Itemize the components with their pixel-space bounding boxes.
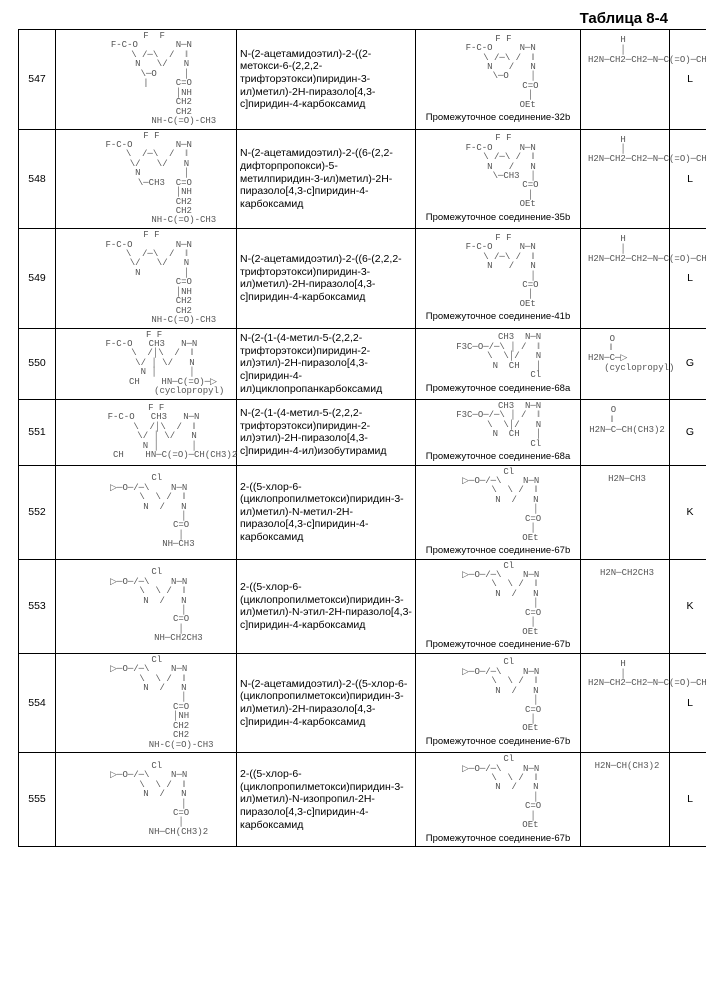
intermediate-label: Промежуточное соединение-68a [419, 383, 577, 394]
intermediate-label: Промежуточное соединение-67b [419, 736, 577, 747]
structure-amine: O ‖ H2N─C─CH(CH3)2 [581, 399, 670, 465]
structure-intermediate: CH3 N─N F3C─O─/─\ │ / ‖ \ \│/ N N CH │ C… [416, 399, 581, 465]
intermediate-label: Промежуточное соединение-67b [419, 545, 577, 556]
structure-main: F F F-C-O CH3 N─N \ /│\ / ‖ \/ │ \/ N N … [56, 328, 237, 399]
molecule-diagram: Cl ▷─O─/─\ N─N \ \ / ‖ N / N │ C=O │ OEt [455, 755, 541, 831]
intermediate-label: Промежуточное соединение-41b [419, 311, 577, 322]
structure-intermediate: Cl ▷─O─/─\ N─N \ \ / ‖ N / N │ C=O │ OEt… [416, 753, 581, 847]
amine-diagram: O ‖ H2N─C─▷ (cyclopropyl) [584, 335, 674, 375]
compound-name: N-(2-ацетамидоэтил)-2-((6-(2,2,2-трифтор… [237, 229, 416, 329]
molecule-diagram: Cl ▷─O─/─\ N─N \ \ / ‖ N / N │ C=O │NH C… [78, 656, 213, 750]
intermediate-label: Промежуточное соединение-68a [419, 451, 577, 462]
structure-main: Cl ▷─O─/─\ N─N \ \ / ‖ N / N │ C=O │ NH─… [56, 753, 237, 847]
molecule-diagram: Cl ▷─O─/─\ N─N \ \ / ‖ N / N │ C=O │ OEt [455, 468, 541, 544]
molecule-diagram: F F F-C-O N─N \ /─\ / ‖ N / N \─CH3 │ C=… [457, 134, 538, 210]
compound-name: N-(2-ацетамидоэтил)-2-((2-метокси-6-(2,2… [237, 30, 416, 130]
structure-amine: H2N─CH2CH3 [581, 559, 670, 653]
structure-amine: H │ H2N─CH2─CH2─N─C(=O)─CH3 [581, 129, 670, 229]
activity-code: K [670, 559, 706, 653]
table-row: 550 F F F-C-O CH3 N─N \ /│\ / ‖ \/ │ \/ … [19, 328, 706, 399]
table-row: 555 Cl ▷─O─/─\ N─N \ \ / ‖ N / N │ C=O │… [19, 753, 706, 847]
structure-amine: H │ H2N─CH2─CH2─N─C(=O)─CH3 [581, 229, 670, 329]
molecule-diagram: Cl ▷─O─/─\ N─N \ \ / ‖ N / N │ C=O │ OEt [455, 562, 541, 638]
amine-diagram: H │ H2N─CH2─CH2─N─C(=O)─CH3 [584, 36, 706, 66]
compound-table: 547 F F F-C-O N─N \ /─\ / ‖ N \/ N \─O │… [18, 29, 706, 847]
structure-amine: H │ H2N─CH2─CH2─N─C(=O)─CH3 [581, 30, 670, 130]
activity-code: K [670, 465, 706, 559]
structure-main: F F F-C-O N─N \ /─\ / ‖ \/ \/ N N │ C=O … [56, 229, 237, 329]
row-number: 551 [19, 399, 56, 465]
amine-diagram: H │ H2N─CH2─CH2─N─C(=O)─CH3 [584, 136, 706, 166]
structure-main: Cl ▷─O─/─\ N─N \ \ / ‖ N / N │ C=O │NH C… [56, 653, 237, 753]
row-number: 554 [19, 653, 56, 753]
table-row: 552 Cl ▷─O─/─\ N─N \ \ / ‖ N / N │ C=O │… [19, 465, 706, 559]
compound-name: N-(2-(1-(4-метил-5-(2,2,2-трифторэтокси)… [237, 328, 416, 399]
compound-name: N-(2-ацетамидоэтил)-2-((6-(2,2-дифторпро… [237, 129, 416, 229]
molecule-diagram: Cl ▷─O─/─\ N─N \ \ / ‖ N / N │ C=O │ NH─… [89, 568, 202, 644]
structure-amine: O ‖ H2N─C─▷ (cyclopropyl) [581, 328, 670, 399]
row-number: 552 [19, 465, 56, 559]
molecule-diagram: F F F-C-O N─N \ /─\ / ‖ N / N \─O │ C=O … [457, 35, 538, 111]
molecule-diagram: CH3 N─N F3C─O─/─\ │ / ‖ \ \│/ N N CH │ C… [455, 333, 541, 380]
row-number: 549 [19, 229, 56, 329]
table-title: Таблица 8-4 [18, 10, 688, 27]
structure-intermediate: CH3 N─N F3C─O─/─\ │ / ‖ \ \│/ N N CH │ C… [416, 328, 581, 399]
structure-amine: H2N─CH3 [581, 465, 670, 559]
row-number: 547 [19, 30, 56, 130]
compound-name: 2-((5-хлор-6-(циклопропилметокси)пиридин… [237, 753, 416, 847]
structure-main: F F F-C-O N─N \ /─\ / ‖ N \/ N \─O │ | C… [56, 30, 237, 130]
amine-diagram: H2N─CH(CH3)2 [591, 762, 660, 772]
molecule-diagram: F F F-C-O CH3 N─N \ /│\ / ‖ \/ │ \/ N N … [59, 404, 237, 461]
structure-intermediate: Cl ▷─O─/─\ N─N \ \ / ‖ N / N │ C=O │ OEt… [416, 559, 581, 653]
molecule-diagram: CH3 N─N F3C─O─/─\ │ / ‖ \ \│/ N N CH │ C… [455, 402, 541, 449]
structure-intermediate: F F F-C-O N─N \ /─\ / ‖ N / N \─O │ C=O … [416, 30, 581, 130]
compound-name: 2-((5-хлор-6-(циклопропилметокси)пиридин… [237, 559, 416, 653]
structure-amine: H │ H2N─CH2─CH2─N─C(=O)─CH3 [581, 653, 670, 753]
amine-diagram: H │ H2N─CH2─CH2─N─C(=O)─CH3 [584, 235, 706, 265]
activity-code: G [670, 399, 706, 465]
table-row: 547 F F F-C-O N─N \ /─\ / ‖ N \/ N \─O │… [19, 30, 706, 130]
table-row: 554 Cl ▷─O─/─\ N─N \ \ / ‖ N / N │ C=O │… [19, 653, 706, 753]
structure-amine: H2N─CH(CH3)2 [581, 753, 670, 847]
activity-code: G [670, 328, 706, 399]
molecule-diagram: F F F-C-O N─N \ /─\ / ‖ \/ \/ N N │ \─CH… [76, 132, 216, 226]
molecule-diagram: F F F-C-O CH3 N─N \ /│\ / ‖ \/ │ \/ N N … [68, 331, 225, 397]
structure-intermediate: F F F-C-O N─N \ /─\ / ‖ N / N \─CH3 │ C=… [416, 129, 581, 229]
table-row: 549 F F F-C-O N─N \ /─\ / ‖ \/ \/ N N │ … [19, 229, 706, 329]
compound-name: N-(2-ацетамидоэтил)-2-((5-хлор-6-(циклоп… [237, 653, 416, 753]
structure-intermediate: Cl ▷─O─/─\ N─N \ \ / ‖ N / N │ C=O │ OEt… [416, 465, 581, 559]
structure-main: F F F-C-O N─N \ /─\ / ‖ \/ \/ N N │ \─CH… [56, 129, 237, 229]
activity-code: L [670, 753, 706, 847]
structure-main: F F F-C-O CH3 N─N \ /│\ / ‖ \/ │ \/ N N … [56, 399, 237, 465]
structure-main: Cl ▷─O─/─\ N─N \ \ / ‖ N / N │ C=O │ NH─… [56, 559, 237, 653]
structure-intermediate: F F F-C-O N─N \ /─\ / ‖ N / N │ C=O │ OE… [416, 229, 581, 329]
molecule-diagram: F F F-C-O N─N \ /─\ / ‖ \/ \/ N N │ C=O … [76, 231, 216, 325]
compound-name: 2-((5-хлор-6-(циклопропилметокси)пиридин… [237, 465, 416, 559]
intermediate-label: Промежуточное соединение-32b [419, 112, 577, 123]
structure-main: Cl ▷─O─/─\ N─N \ \ / ‖ N / N │ C=O │ NH─… [56, 465, 237, 559]
molecule-diagram: F F F-C-O N─N \ /─\ / ‖ N \/ N \─O │ | C… [76, 32, 216, 126]
compound-name: N-(2-(1-(4-метил-5-(2,2,2-трифторэтокси)… [237, 399, 416, 465]
molecule-diagram: Cl ▷─O─/─\ N─N \ \ / ‖ N / N │ C=O │ OEt [455, 658, 541, 734]
row-number: 555 [19, 753, 56, 847]
table-row: 551 F F F-C-O CH3 N─N \ /│\ / ‖ \/ │ \/ … [19, 399, 706, 465]
amine-diagram: O ‖ H2N─C─CH(CH3)2 [585, 406, 665, 436]
molecule-diagram: F F F-C-O N─N \ /─\ / ‖ N / N │ C=O │ OE… [457, 234, 538, 310]
amine-diagram: H │ H2N─CH2─CH2─N─C(=O)─CH3 [584, 660, 706, 690]
table-row: 553 Cl ▷─O─/─\ N─N \ \ / ‖ N / N │ C=O │… [19, 559, 706, 653]
amine-diagram: H2N─CH2CH3 [596, 569, 654, 579]
intermediate-label: Промежуточное соединение-35b [419, 212, 577, 223]
row-number: 553 [19, 559, 56, 653]
page: Таблица 8-4 547 F F F-C-O N─N \ /─\ / ‖ … [0, 0, 706, 865]
row-number: 550 [19, 328, 56, 399]
intermediate-label: Промежуточное соединение-67b [419, 833, 577, 844]
table-row: 548 F F F-C-O N─N \ /─\ / ‖ \/ \/ N N │ … [19, 129, 706, 229]
structure-intermediate: Cl ▷─O─/─\ N─N \ \ / ‖ N / N │ C=O │ OEt… [416, 653, 581, 753]
molecule-diagram: Cl ▷─O─/─\ N─N \ \ / ‖ N / N │ C=O │ NH─… [84, 762, 208, 838]
amine-diagram: H2N─CH3 [604, 475, 646, 485]
intermediate-label: Промежуточное соединение-67b [419, 639, 577, 650]
row-number: 548 [19, 129, 56, 229]
molecule-diagram: Cl ▷─O─/─\ N─N \ \ / ‖ N / N │ C=O │ NH─… [97, 474, 194, 550]
